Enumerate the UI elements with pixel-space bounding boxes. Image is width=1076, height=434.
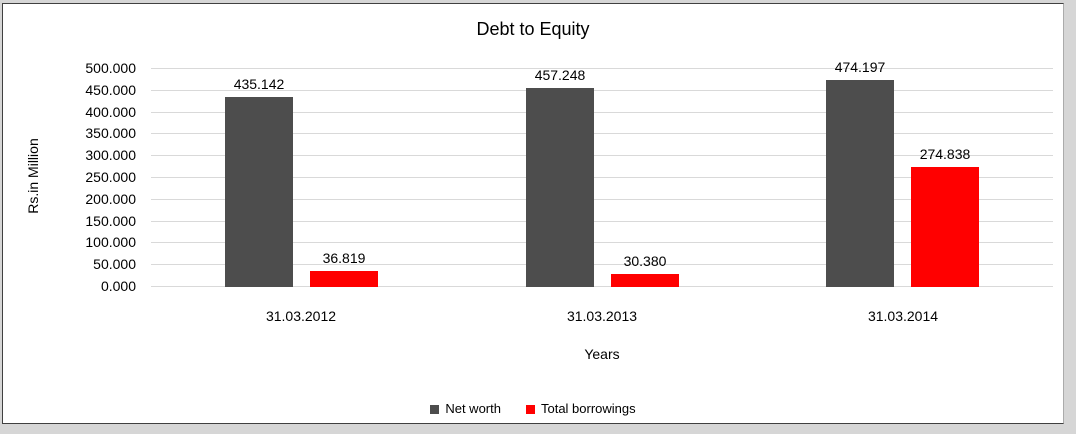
data-label: 36.819 bbox=[322, 250, 366, 266]
bar-net-worth bbox=[225, 97, 293, 287]
x-axis-category-label: 31.03.2014 bbox=[867, 308, 939, 324]
chart-frame: Debt to Equity Rs.in Million Years Net w… bbox=[2, 3, 1064, 424]
gridline bbox=[151, 242, 1053, 243]
y-axis-tick-label: 50.000 bbox=[93, 256, 136, 272]
x-axis-title: Years bbox=[584, 346, 620, 362]
x-axis-category-label: 31.03.2012 bbox=[265, 308, 337, 324]
y-axis-tick-label: 300.000 bbox=[85, 147, 136, 163]
data-label: 457.248 bbox=[534, 67, 586, 83]
legend-label: Total borrowings bbox=[540, 401, 636, 416]
y-axis-tick-label: 450.000 bbox=[85, 82, 136, 98]
y-axis-tick-label: 200.000 bbox=[85, 191, 136, 207]
y-axis-tick-label: 400.000 bbox=[85, 104, 136, 120]
legend: Net worth Total borrowings bbox=[3, 401, 1063, 417]
legend-label: Net worth bbox=[445, 401, 501, 416]
data-label: 474.197 bbox=[834, 59, 886, 75]
bar-total-borrowings bbox=[611, 274, 679, 287]
legend-swatch-icon bbox=[430, 404, 440, 414]
gridline bbox=[151, 286, 1053, 287]
data-label: 30.380 bbox=[623, 253, 667, 269]
gridline bbox=[151, 133, 1053, 134]
y-axis-tick-label: 0.000 bbox=[100, 278, 136, 294]
y-axis-tick-label: 150.000 bbox=[85, 213, 136, 229]
bar-total-borrowings bbox=[911, 167, 979, 287]
y-axis-tick-label: 500.000 bbox=[85, 60, 136, 76]
gridline bbox=[151, 177, 1053, 178]
y-axis-tick-label: 250.000 bbox=[85, 169, 136, 185]
chart-title: Debt to Equity bbox=[476, 19, 590, 39]
y-axis-tick-label: 100.000 bbox=[85, 234, 136, 250]
legend-entry-total-borrowings: Total borrowings bbox=[525, 401, 636, 417]
x-axis-category-label: 31.03.2013 bbox=[566, 308, 638, 324]
gridline bbox=[151, 264, 1053, 265]
legend-entry-net-worth: Net worth bbox=[430, 401, 501, 417]
bar-total-borrowings bbox=[310, 271, 378, 287]
bar-net-worth bbox=[526, 88, 594, 287]
gridline bbox=[151, 221, 1053, 222]
gridline bbox=[151, 68, 1053, 69]
gridline bbox=[151, 112, 1053, 113]
data-label: 435.142 bbox=[233, 76, 285, 92]
bar-net-worth bbox=[826, 80, 894, 287]
legend-swatch-icon bbox=[525, 404, 535, 414]
y-axis-tick-label: 350.000 bbox=[85, 125, 136, 141]
gridline bbox=[151, 90, 1053, 91]
gridline bbox=[151, 155, 1053, 156]
data-label: 274.838 bbox=[919, 146, 971, 162]
gridline bbox=[151, 199, 1053, 200]
